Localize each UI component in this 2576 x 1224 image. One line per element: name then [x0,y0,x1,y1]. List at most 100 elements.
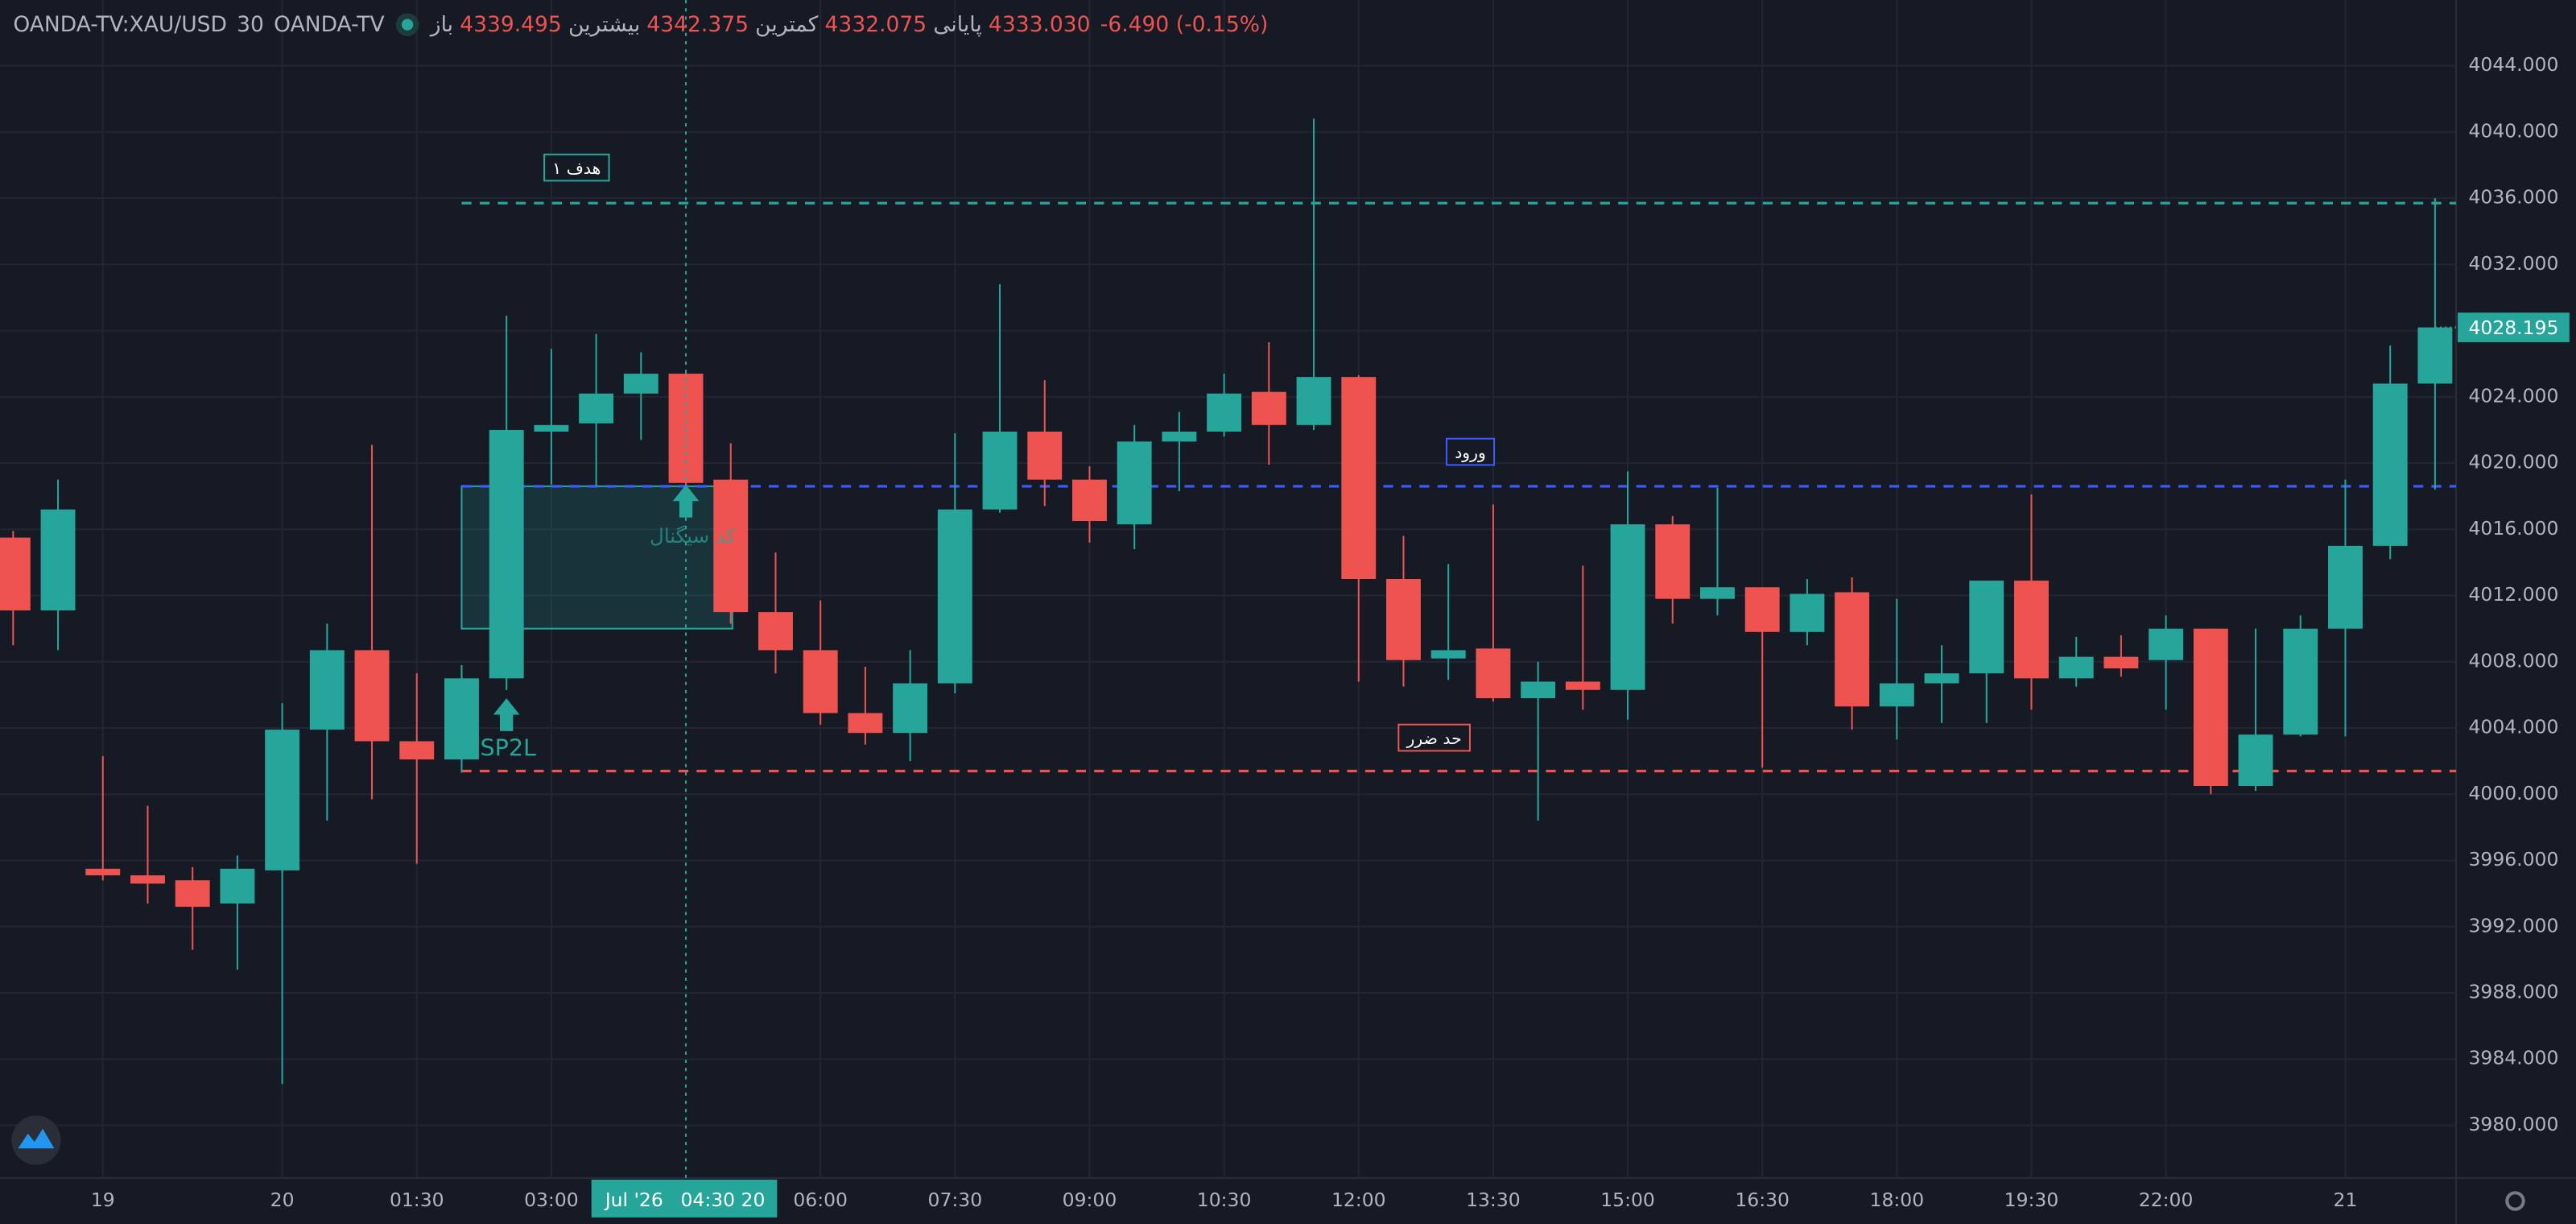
candle-body [1251,391,1286,425]
ohlc-value: 4339.495 [460,12,562,37]
status-dot [395,13,419,36]
candle-body [1207,393,1242,432]
change: -6.490 (-0.15%) [1100,12,1269,37]
candle-body [1744,587,1780,632]
x-tick-label: 20 [270,1189,295,1211]
y-tick-label: 4016.000 [2468,517,2558,540]
y-tick-label: 4044.000 [2468,53,2558,76]
y-tick-label: 4036.000 [2468,186,2558,209]
candle-body [175,880,210,908]
logo-icon [18,1128,55,1149]
candle-body [982,432,1018,510]
candle-body [893,683,928,734]
overlay: 3980.000 3984.000 3988.000 3992.000 3996.000… [91,0,2570,1218]
candle-body [1386,578,1421,660]
y-tick-label: 4020.000 [2468,451,2558,473]
candle-body [579,393,614,424]
signal-label: SP2L [481,734,537,761]
ohlc-value: 4342.375 [646,12,749,37]
y-tick-label: 3984.000 [2468,1047,2558,1069]
candle-body [354,650,390,742]
candle-body [2283,628,2318,735]
candle-body [1027,432,1063,480]
interval[interactable]: 30 [237,12,264,37]
candle-body [130,875,165,884]
ohlc-value: 4333.030 [988,12,1091,37]
x-tick-label: 22:00 [2139,1189,2194,1211]
candle-body [309,650,345,730]
candle-body [2417,327,2453,384]
candle-body [1117,441,1152,525]
candle-body [534,424,569,432]
candle-body [220,868,255,904]
candle-body [2103,656,2139,669]
candle-body [1969,581,2004,674]
ohlc-label: بیشترین [568,12,641,37]
candle-body [758,612,793,651]
header: OANDA-TV:XAU/USD 30 OANDA-TV باز 4339.495… [13,11,1268,38]
level-label: حد ضرر [1406,729,1462,748]
candle-body [85,868,121,876]
x-tick-label: 03:00 [524,1189,579,1211]
y-tick-label: 4004.000 [2468,716,2558,738]
x-tick-label: 16:30 [1735,1189,1790,1211]
last-price-label: 4028.195 [2468,316,2558,339]
settings-icon[interactable] [2505,1191,2525,1211]
candle-body [265,730,300,870]
candle-body [2328,545,2363,629]
x-tick-label: 13:30 [1466,1189,1521,1211]
y-tick-label: 3980.000 [2468,1113,2558,1135]
candle-body [1341,377,1377,579]
candle-body [2372,383,2408,546]
x-tick-label: 19 [91,1189,115,1211]
x-tick-label: 12:00 [1331,1189,1386,1211]
signal-label: کد سیگنال [650,524,736,548]
candle-body [623,374,658,394]
y-tick-label: 3992.000 [2468,914,2558,937]
symbol[interactable]: OANDA-TV:XAU/USD [13,12,227,37]
candle-body [2014,581,2049,679]
y-tick-label: 3988.000 [2468,981,2558,1003]
candle-body [1296,377,1331,425]
candle-body [1162,432,1197,442]
ohlc-label: باز [430,12,454,37]
candle-body [1700,587,1735,599]
crosshair-label-box [591,1179,778,1218]
ohlc-label: پایانی [933,12,982,37]
candle-body [1879,683,1914,707]
level-label: هدف ۱ [552,159,601,178]
x-tick-label: 10:30 [1197,1189,1252,1211]
level-label-box [1397,723,1471,752]
x-tick-label: 19:30 [2004,1189,2059,1211]
plot [0,118,2457,1085]
candle-body [848,713,883,734]
candle-body [1476,648,1511,699]
candle-body [2238,734,2273,787]
x-tick-label: 15:00 [1600,1189,1655,1211]
y-tick-label: 3996.000 [2468,848,2558,870]
candle-body [937,509,972,684]
candle-body [2058,656,2094,679]
candle-body [1610,524,1645,690]
candle-body [40,509,76,611]
x-tick-label: 18:00 [1870,1189,1925,1211]
x-tick-label: 09:00 [1063,1189,1117,1211]
y-tick-label: 4032.000 [2468,252,2558,275]
candle-body [1521,681,1556,699]
candle-body [444,678,479,760]
x-tick-label: 01:30 [390,1189,444,1211]
candle-body [1430,650,1466,659]
ohlc: باز 4339.495 بیشترین 4342.375 کمترین 4332.075… [431,12,1091,37]
crosshair-date: Jul '26 [604,1189,663,1211]
candle-body [2149,628,2184,660]
y-tick-label: 4000.000 [2468,782,2558,804]
signal-arrow [493,698,520,731]
candle-body [1072,479,1107,522]
candle-body [1790,593,1825,632]
x-tick-label: 07:30 [928,1189,983,1211]
candle-body [713,479,749,613]
level-label: ورود [1455,443,1486,462]
